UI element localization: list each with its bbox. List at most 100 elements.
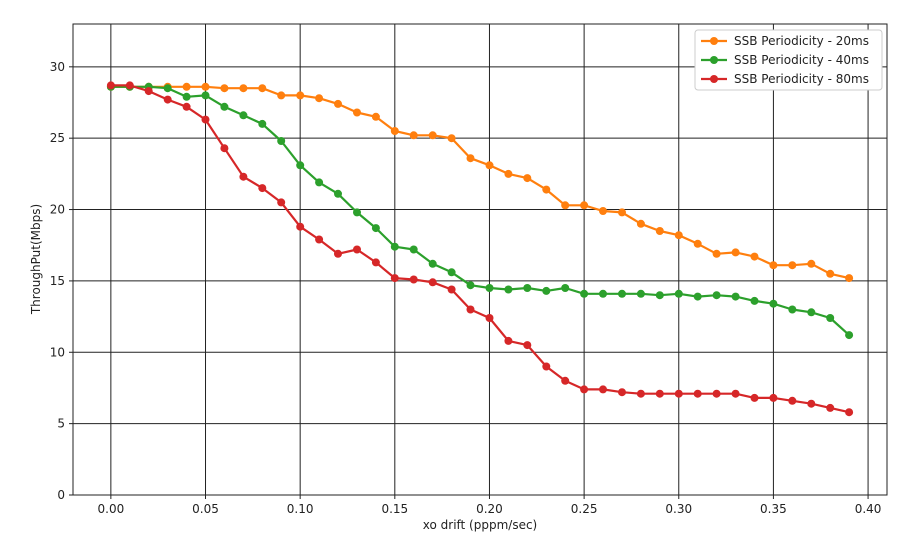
data-point bbox=[504, 169, 513, 178]
data-point bbox=[693, 292, 702, 301]
data-point bbox=[277, 137, 286, 145]
data-point bbox=[542, 362, 551, 371]
data-point bbox=[258, 119, 267, 128]
legend-label: SSB Periodicity - 40ms bbox=[734, 53, 869, 67]
data-point bbox=[447, 285, 456, 294]
data-point bbox=[182, 92, 191, 101]
data-point bbox=[674, 289, 683, 298]
legend-marker bbox=[710, 56, 718, 64]
data-point bbox=[466, 305, 475, 314]
data-point bbox=[769, 393, 778, 402]
data-point bbox=[334, 99, 342, 108]
data-point bbox=[523, 341, 532, 350]
data-point bbox=[390, 127, 399, 135]
x-tick-label: 0.25 bbox=[571, 502, 598, 516]
y-tick-label: 5 bbox=[57, 417, 65, 431]
data-point bbox=[636, 219, 645, 228]
data-point bbox=[447, 134, 456, 143]
data-point bbox=[826, 269, 835, 278]
legend-item: SSB Periodicity - 80ms bbox=[701, 72, 869, 86]
legend-item: SSB Periodicity - 40ms bbox=[701, 53, 869, 67]
data-point bbox=[239, 111, 248, 120]
data-point bbox=[466, 281, 475, 290]
data-point bbox=[750, 252, 759, 261]
x-tick-label: 0.40 bbox=[855, 502, 882, 516]
plot-frame bbox=[72, 23, 888, 496]
data-point bbox=[428, 278, 437, 287]
legend-item: SSB Periodicity - 20ms bbox=[701, 34, 869, 48]
data-point bbox=[315, 178, 324, 187]
data-point bbox=[353, 245, 361, 254]
data-point bbox=[485, 314, 494, 322]
x-axis-ticks: 0.00 0.05 0.10 0.15 0.20 0.25 0.30 0.35 0.40 bbox=[98, 495, 882, 516]
data-point bbox=[353, 208, 361, 217]
legend: SSB Periodicity - 20ms SSB Periodicity - … bbox=[694, 29, 883, 91]
data-point bbox=[296, 222, 305, 231]
data-point bbox=[655, 291, 664, 300]
data-point bbox=[807, 308, 816, 317]
data-point bbox=[618, 208, 626, 217]
data-point bbox=[580, 385, 589, 394]
data-point bbox=[580, 289, 589, 298]
data-point bbox=[731, 292, 740, 301]
data-point bbox=[428, 259, 437, 268]
data-point bbox=[580, 201, 589, 210]
data-point bbox=[220, 84, 229, 93]
data-point bbox=[674, 389, 683, 398]
data-point bbox=[296, 161, 305, 170]
series-line bbox=[110, 84, 850, 414]
data-point bbox=[409, 245, 418, 254]
data-point bbox=[826, 314, 835, 322]
y-tick-label: 20 bbox=[50, 203, 65, 217]
data-point bbox=[390, 274, 399, 283]
data-point bbox=[542, 286, 551, 295]
data-point bbox=[807, 399, 816, 408]
data-point bbox=[182, 82, 191, 91]
data-point bbox=[731, 389, 740, 398]
data-point bbox=[750, 393, 759, 402]
data-point bbox=[371, 258, 380, 267]
data-point bbox=[674, 231, 683, 240]
data-point bbox=[277, 91, 286, 100]
data-point bbox=[807, 259, 816, 268]
data-point bbox=[409, 275, 418, 284]
data-point bbox=[239, 172, 248, 181]
data-point bbox=[371, 224, 380, 233]
data-point bbox=[655, 389, 664, 398]
series-group bbox=[106, 81, 854, 417]
data-point bbox=[390, 242, 399, 251]
data-point bbox=[655, 227, 664, 235]
data-point bbox=[788, 261, 797, 270]
data-point bbox=[561, 284, 570, 292]
data-point bbox=[258, 184, 267, 193]
data-point bbox=[409, 131, 418, 140]
data-point bbox=[220, 144, 229, 153]
legend-box bbox=[694, 29, 883, 91]
series-3 bbox=[106, 81, 854, 417]
data-point bbox=[693, 389, 702, 398]
data-point bbox=[769, 261, 778, 270]
data-point bbox=[599, 289, 607, 298]
data-point bbox=[750, 296, 759, 305]
data-point bbox=[523, 174, 532, 183]
x-tick-label: 0.00 bbox=[98, 502, 125, 516]
data-point bbox=[712, 291, 721, 300]
data-point bbox=[636, 289, 645, 298]
data-point bbox=[523, 284, 532, 292]
data-point bbox=[315, 235, 324, 244]
plot-area bbox=[73, 24, 887, 495]
y-axis-ticks: 0 5 10 15 20 25 30 bbox=[50, 60, 73, 502]
data-point bbox=[845, 274, 854, 283]
legend-label: SSB Periodicity - 20ms bbox=[734, 34, 869, 48]
data-point bbox=[769, 299, 778, 308]
data-point bbox=[201, 91, 210, 100]
x-tick-label: 0.30 bbox=[665, 502, 692, 516]
data-point bbox=[599, 385, 607, 394]
data-point bbox=[712, 389, 721, 398]
data-point bbox=[315, 94, 324, 103]
data-point bbox=[485, 284, 494, 292]
data-point bbox=[428, 131, 437, 140]
x-tick-label: 0.20 bbox=[476, 502, 503, 516]
data-point bbox=[182, 102, 191, 111]
y-tick-label: 15 bbox=[50, 274, 65, 288]
